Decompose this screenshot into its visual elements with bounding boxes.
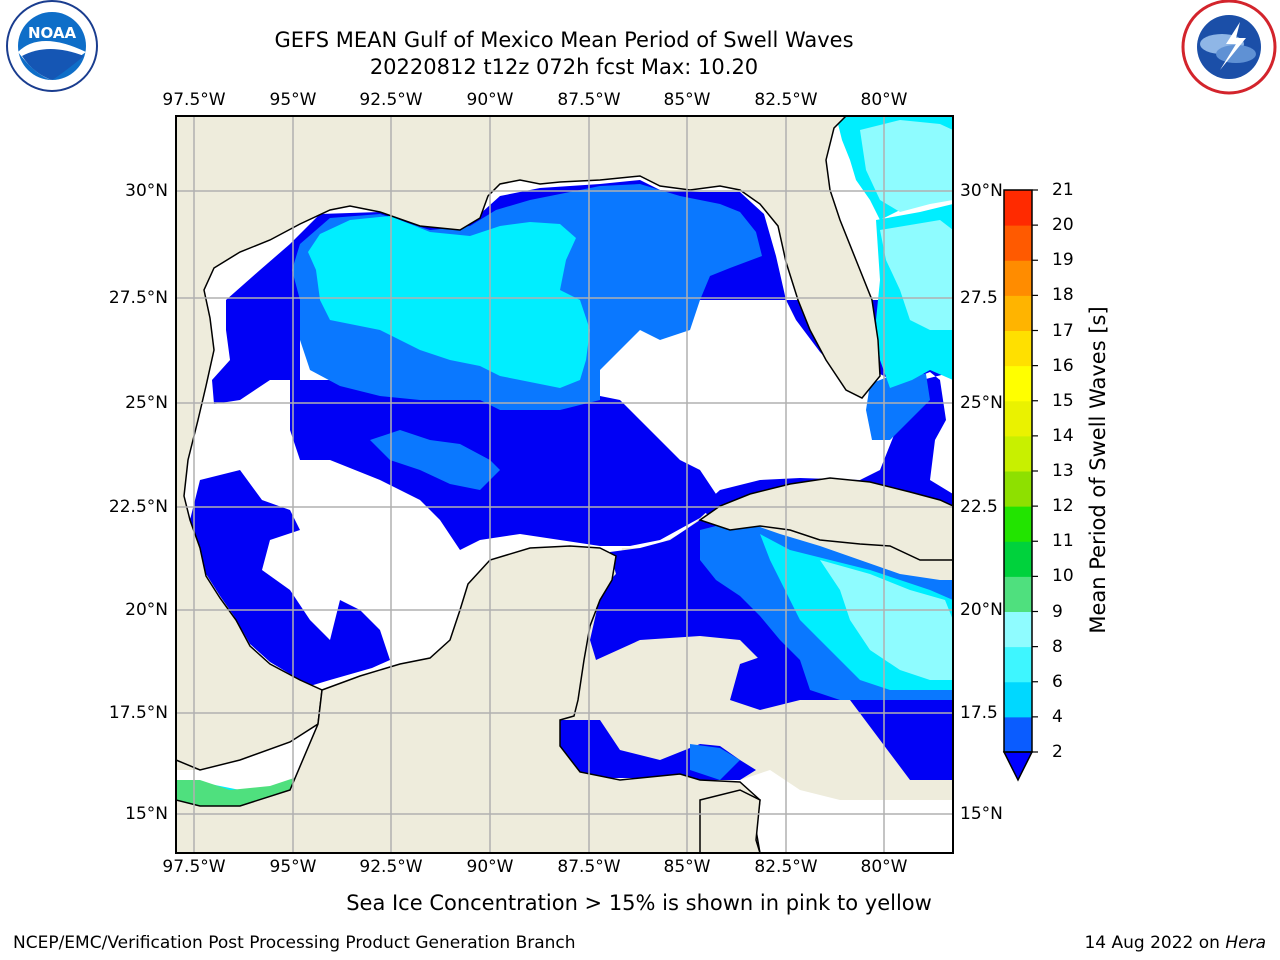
land-mexico-west (176, 116, 881, 771)
colorbar-segment (1004, 471, 1032, 507)
lat-tick-right: 15°N (960, 804, 1003, 824)
colorbar-segment (1004, 295, 1032, 331)
branch-credit: NCEP/EMC/Verification Post Processing Pr… (13, 933, 576, 953)
colorbar-segment (1004, 541, 1032, 577)
lon-tick-top: 90°W (466, 90, 514, 110)
lat-tick-right: 27.5 (960, 288, 998, 308)
colorbar-tick-label: 4 (1052, 706, 1063, 727)
swell-band-2-4-west (190, 470, 390, 686)
lat-tick-right: 30°N (960, 181, 1003, 201)
colorbar-segment (1004, 365, 1032, 402)
lon-tick-top: 87.5°W (557, 90, 621, 110)
land-cuba (698, 477, 953, 561)
swell-band-4-6-b (370, 430, 500, 490)
colorbar-segment (1004, 646, 1032, 683)
colorbar-tick-label: 15 (1052, 390, 1074, 411)
colorbar-tick-label: 9 (1052, 601, 1063, 622)
land-central-america (699, 789, 761, 853)
colorbar-segment (1004, 400, 1032, 437)
lon-tick-bottom: 82.5°W (754, 857, 818, 877)
swell-band-6-8 (308, 216, 590, 388)
colorbar-tick-label: 19 (1052, 250, 1074, 271)
lat-tick-right: 17.5 (960, 703, 998, 723)
chart-subtitle: 20220812 t12z 072h fcst Max: 10.20 (369, 55, 759, 79)
lat-tick-right: 22.5 (960, 497, 998, 517)
lat-tick-right: 20°N (960, 600, 1003, 620)
lat-tick-left: 15°N (125, 804, 168, 824)
lon-tick-top: 97.5°W (162, 90, 226, 110)
lon-tick-top: 92.5°W (359, 90, 423, 110)
land-yucatan (176, 545, 761, 853)
lat-tick-left: 27.5°N (108, 288, 168, 308)
colorbar-tick-label: 12 (1052, 496, 1074, 517)
lat-tick-left: 30°N (125, 181, 168, 201)
colorbar-segment (1004, 330, 1032, 367)
colorbar-segment (1004, 435, 1032, 472)
lat-tick-left: 25°N (125, 393, 168, 413)
lon-tick-bottom: 80°W (860, 857, 908, 877)
colorbar-segment (1004, 506, 1032, 542)
colorbar-extend-arrow (1002, 751, 1034, 782)
map-grid (176, 116, 953, 853)
run-date: 14 Aug 2022 on Hera (1084, 933, 1266, 953)
lat-tick-left: 20°N (125, 600, 168, 620)
map-frame (175, 115, 954, 854)
lon-tick-top: 82.5°W (754, 90, 818, 110)
colorbar-tick-label: 21 (1052, 180, 1074, 200)
colorbar-tick-label: 8 (1052, 636, 1063, 657)
colorbar-tick-label: 17 (1052, 320, 1074, 341)
machine-name: Hera (1225, 933, 1266, 953)
swell-band-8-9-carib (820, 560, 953, 680)
colorbar-title: Mean Period of Swell Waves [s] (1086, 306, 1110, 634)
colorbar-segment (1004, 611, 1032, 648)
colorbar-segment (1004, 260, 1032, 296)
colorbar-segment (1004, 576, 1032, 612)
lon-tick-top: 95°W (269, 90, 317, 110)
swell-band-8-9-b (880, 220, 953, 330)
colorbar-segment (1004, 190, 1032, 226)
lat-tick-left: 17.5°N (108, 703, 168, 723)
colorbar-tick-label: 13 (1052, 461, 1074, 481)
lon-tick-bottom: 97.5°W (162, 857, 226, 877)
swell-band-4-6-e (866, 372, 930, 440)
colorbar-tick-label: 10 (1052, 566, 1074, 587)
colorbar-tick-label: 16 (1052, 355, 1074, 376)
colorbar-tick-label: 6 (1052, 671, 1063, 692)
colorbar-segment (1004, 716, 1032, 753)
lat-tick-right: 25°N (960, 393, 1003, 413)
swell-band-2-4-west2 (212, 260, 300, 404)
lon-tick-bottom: 92.5°W (359, 857, 423, 877)
colorbar-tick-label: 14 (1052, 425, 1074, 446)
lon-tick-bottom: 85°W (663, 857, 711, 877)
chart-title: GEFS MEAN Gulf of Mexico Mean Period of … (274, 28, 854, 52)
lat-tick-left: 22.5°N (108, 497, 168, 517)
colorbar-tick-label: 2 (1052, 742, 1063, 762)
lon-tick-bottom: 90°W (466, 857, 514, 877)
lon-tick-top: 80°W (860, 90, 908, 110)
colorbar-tick-label: 20 (1052, 215, 1074, 236)
lon-tick-bottom: 95°W (269, 857, 317, 877)
colorbar-segment (1004, 225, 1032, 261)
colorbar (1002, 189, 1038, 782)
lon-tick-top: 85°W (663, 90, 711, 110)
noaa-logo-icon: NOAA (6, 0, 98, 92)
nws-logo-icon (1181, 0, 1277, 95)
sea-ice-note-text: Sea Ice Concentration > 15% is shown in … (346, 891, 932, 915)
sea-ice-note: Sea Ice Concentration > 15% is shown in … (0, 891, 1280, 915)
colorbar-tick-label: 18 (1052, 285, 1074, 306)
colorbar-segment (1004, 681, 1032, 718)
colorbar-tick-label: 11 (1052, 531, 1074, 552)
lon-tick-bottom: 87.5°W (557, 857, 621, 877)
noaa-logo-text: NOAA (28, 24, 77, 42)
swell-band-4-6-d (690, 744, 740, 780)
run-date-text: 14 Aug 2022 on (1084, 933, 1220, 953)
